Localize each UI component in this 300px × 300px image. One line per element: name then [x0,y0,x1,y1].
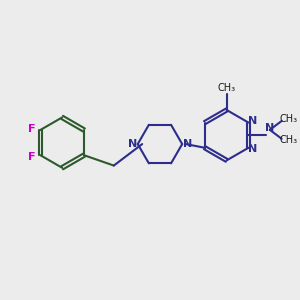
Text: N: N [128,139,137,149]
Text: F: F [28,124,36,134]
Text: CH₃: CH₃ [279,115,297,124]
Text: CH₃: CH₃ [218,83,236,93]
Text: N: N [248,116,257,126]
Text: N: N [248,144,257,154]
Text: N: N [265,123,274,133]
Text: F: F [28,152,36,162]
Text: CH₃: CH₃ [279,135,297,145]
Text: N: N [183,139,192,149]
